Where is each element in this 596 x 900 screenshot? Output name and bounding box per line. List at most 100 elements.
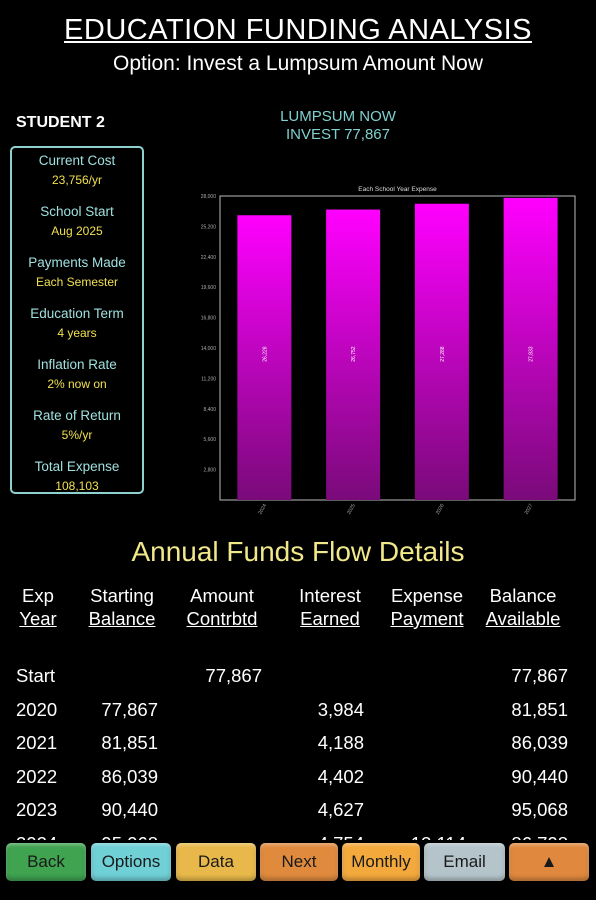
table-cell: 77,867 [101, 698, 158, 720]
column-header: Expense Payment [367, 584, 487, 630]
scroll-up-button[interactable]: ▲ [509, 843, 589, 881]
info-value: 2% now on [47, 377, 107, 391]
y-tick-label: 14,000 [201, 346, 217, 352]
chart-header: LUMPSUM NOW INVEST 77,867 [238, 108, 438, 144]
table-cell: 77,867 [511, 665, 568, 686]
y-tick-label: 28,000 [201, 194, 217, 200]
back-button[interactable]: Back [6, 843, 86, 881]
info-value: 5%/yr [61, 428, 93, 442]
plot-frame [219, 195, 576, 501]
data-button[interactable]: Data [176, 843, 256, 881]
y-tick-label: 11,200 [201, 376, 216, 382]
email-button[interactable]: Email [424, 843, 505, 881]
section-title: Annual Funds Flow Details [131, 536, 465, 567]
y-tick-label: 2,800 [203, 468, 216, 474]
y-tick-label: 19,600 [201, 285, 217, 291]
info-item: Rate of Return 5%/yr [12, 407, 142, 454]
table-cell: 90,440 [511, 765, 568, 787]
info-item: Inflation Rate 2% now on [12, 356, 142, 403]
column-header-line1: Expense [391, 585, 463, 606]
table-cell: Start [16, 665, 56, 686]
options-button[interactable]: Options [91, 843, 171, 881]
table-cell: 86,708 [468, 832, 568, 840]
info-label: Payments Made [28, 255, 126, 270]
chart-header-line1: LUMPSUM NOW [280, 108, 396, 125]
expense-bar-chart: Each School Year Expense 2,800 5,600 8,400 1… [201, 186, 576, 516]
info-value: 23,756/yr [51, 173, 103, 187]
column-header-line2: Payment [390, 608, 464, 629]
info-value: 4 years [57, 326, 97, 340]
assumptions-panel: Current Cost 23,756/yr School Start Aug 202… [10, 146, 144, 494]
column-header-line2: Earned [300, 608, 360, 629]
chart-title: Each School Year Expense [358, 186, 437, 193]
column-header-line1: Exp [22, 585, 54, 606]
table-cell: 13,114 [366, 832, 466, 840]
info-item: Education Term 4 years [12, 305, 142, 352]
monthly-button[interactable]: Monthly [342, 843, 420, 881]
page-subtitle: Option: Invest a Lumpsum Amount Now [112, 52, 483, 75]
table-cell: 95,068 [58, 832, 158, 840]
table-cell: 4,188 [317, 732, 364, 754]
column-header-line2: Available [485, 608, 561, 629]
info-value: 108,103 [55, 479, 99, 493]
table-cell: 81,851 [511, 698, 568, 720]
table-cell: 95,068 [511, 799, 568, 821]
info-label: Education Term [30, 306, 124, 321]
info-value: Each Semester [35, 275, 119, 289]
column-header-line1: Interest [299, 585, 361, 606]
next-button[interactable]: Next [260, 843, 338, 881]
info-item: Current Cost 23,756/yr [12, 152, 142, 199]
x-tick-label: 2026 [435, 503, 446, 516]
column-header: Balance Available [463, 584, 583, 630]
table-cell: 2022 [16, 765, 58, 787]
table-cell: 3,984 [317, 698, 364, 720]
bar [237, 215, 292, 500]
column-header-line1: Balance [489, 585, 557, 606]
x-tick-label: 2025 [346, 503, 357, 516]
bar [326, 209, 381, 500]
info-value: Aug 2025 [51, 224, 103, 238]
table-cell: 4,402 [317, 765, 364, 787]
info-item: Payments Made Each Semester [12, 254, 142, 301]
table-cell: 2023 [16, 799, 58, 821]
table-cell: 90,440 [101, 799, 158, 821]
column-header-line2: Contrbtd [186, 608, 258, 629]
info-item: School Start Aug 2025 [12, 203, 142, 250]
x-tick-label: 2024 [257, 503, 268, 516]
bar-value-label: 26,752 [351, 346, 357, 362]
bar [503, 197, 558, 500]
column-header-line1: Amount [190, 585, 254, 606]
bar [414, 203, 469, 500]
y-tick-label: 8,400 [203, 407, 216, 413]
y-tick-label: 16,800 [201, 316, 217, 322]
chart-header-line2: INVEST 77,867 [286, 126, 390, 143]
column-header: Starting Balance [62, 584, 182, 630]
table-cell: 2020 [16, 698, 58, 720]
table-cell: 2021 [16, 732, 58, 754]
funds-flow-table: Exp Year Starting Balance Amount Contrbtd Inte… [0, 584, 596, 840]
student-label: STUDENT 2 [16, 114, 105, 131]
column-header-line2: Balance [88, 608, 156, 629]
column-header-line1: Starting [90, 585, 154, 606]
table-cell: 86,039 [101, 765, 158, 787]
bottom-button-bar: Back Options Data Next Monthly Email ▲ [0, 841, 596, 883]
table-cell: 4,627 [317, 799, 364, 821]
page-title: EDUCATION FUNDING ANALYSIS [64, 14, 532, 46]
column-header: Exp Year [0, 584, 98, 630]
column-header: Amount Contrbtd [162, 584, 282, 630]
info-label: Rate of Return [33, 408, 121, 423]
bar-value-label: 26,228 [262, 346, 268, 362]
y-tick-label: 5,600 [203, 437, 216, 443]
y-tick-label: 22,400 [201, 255, 217, 261]
info-label: Current Cost [38, 153, 116, 168]
x-tick-label: 2027 [524, 503, 535, 516]
y-tick-label: 25,200 [201, 224, 217, 230]
table-cell: 81,851 [101, 732, 158, 754]
table-cell: 86,039 [511, 732, 568, 754]
bar-value-label: 27,833 [529, 346, 535, 362]
column-header: Interest Earned [270, 584, 390, 630]
table-cell: 4,754 [264, 832, 364, 840]
info-label: Inflation Rate [37, 357, 117, 372]
column-header-line2: Year [19, 608, 57, 629]
info-item: Total Expense 108,103 [12, 458, 142, 505]
